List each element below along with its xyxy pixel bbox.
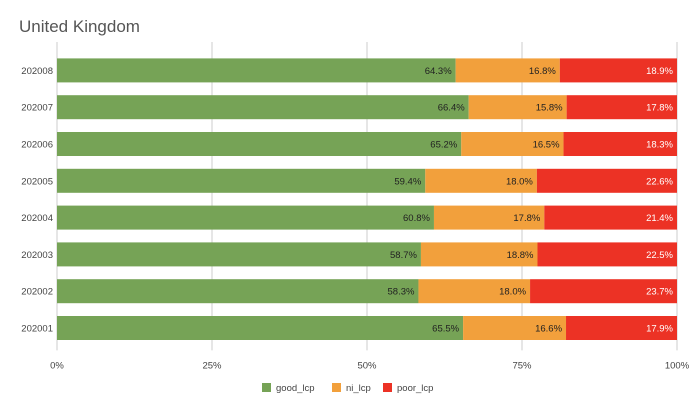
- data-label-poor_lcp: 17.8%: [646, 103, 673, 114]
- legend-label: poor_lcp: [397, 383, 433, 394]
- y-tick-label: 202003: [21, 250, 53, 261]
- data-label-poor_lcp: 21.4%: [646, 213, 673, 224]
- data-label-good_lcp: 64.3%: [425, 66, 452, 77]
- bar-good_lcp-202006[interactable]: [57, 132, 462, 156]
- bar-ni_lcp-202004[interactable]: [433, 205, 545, 230]
- bar-ni_lcp-202006[interactable]: [461, 132, 564, 156]
- bar-poor_lcp-202007[interactable]: [566, 95, 677, 120]
- data-label-ni_lcp: 17.8%: [513, 213, 540, 224]
- bar-ni_lcp-202007[interactable]: [468, 95, 567, 120]
- data-label-good_lcp: 65.5%: [432, 324, 459, 335]
- data-label-ni_lcp: 16.5%: [533, 140, 560, 151]
- legend-swatch: [383, 383, 392, 392]
- legend-swatch: [262, 383, 271, 392]
- bar-poor_lcp-202006[interactable]: [563, 132, 677, 156]
- bar-ni_lcp-202003[interactable]: [420, 242, 538, 267]
- bar-ni_lcp-202001[interactable]: [463, 316, 567, 340]
- data-label-good_lcp: 59.4%: [394, 176, 421, 187]
- bar-ni_lcp-202002[interactable]: [418, 279, 531, 304]
- data-label-poor_lcp: 23.7%: [646, 287, 673, 298]
- data-label-poor_lcp: 17.9%: [646, 324, 673, 335]
- data-label-good_lcp: 58.3%: [388, 287, 415, 298]
- legend-swatch: [332, 383, 341, 392]
- y-tick-label: 202001: [21, 324, 53, 335]
- x-tick-label: 0%: [50, 360, 64, 371]
- legend-item-ni_lcp[interactable]: ni_lcp: [332, 383, 371, 394]
- data-label-poor_lcp: 22.5%: [646, 250, 673, 261]
- bar-good_lcp-202002[interactable]: [57, 279, 419, 304]
- data-label-ni_lcp: 18.8%: [507, 250, 534, 261]
- bar-poor_lcp-202003[interactable]: [537, 242, 678, 267]
- bar-good_lcp-202004[interactable]: [57, 205, 434, 230]
- y-tick-label: 202005: [21, 176, 53, 187]
- y-tick-label: 202004: [21, 213, 53, 224]
- data-label-good_lcp: 60.8%: [403, 213, 430, 224]
- y-tick-label: 202008: [21, 66, 53, 77]
- data-label-ni_lcp: 16.6%: [535, 324, 562, 335]
- bars-layer: 64.3% 16.8% 18.9% 66.4% 15.8% 17.8% 65.2% 16.5%…: [57, 58, 677, 340]
- legend-item-poor_lcp[interactable]: poor_lcp: [383, 383, 433, 394]
- x-axis-labels: 0% 25% 50% 75% 100%: [50, 360, 690, 371]
- bar-poor_lcp-202004[interactable]: [544, 205, 677, 230]
- bar-good_lcp-202003[interactable]: [57, 242, 421, 267]
- data-label-poor_lcp: 18.3%: [646, 140, 673, 151]
- x-tick-label: 25%: [202, 360, 222, 371]
- data-label-ni_lcp: 18.0%: [499, 287, 526, 298]
- bar-ni_lcp-202005[interactable]: [425, 168, 537, 193]
- bar-poor_lcp-202005[interactable]: [536, 168, 677, 193]
- data-label-poor_lcp: 22.6%: [646, 176, 673, 187]
- bar-poor_lcp-202002[interactable]: [530, 279, 677, 304]
- x-tick-label: 100%: [665, 360, 690, 371]
- data-label-ni_lcp: 18.0%: [506, 176, 533, 187]
- x-tick-label: 75%: [512, 360, 532, 371]
- legend[interactable]: good_lcp ni_lcp poor_lcp: [262, 383, 433, 394]
- y-tick-label: 202007: [21, 103, 53, 114]
- data-label-poor_lcp: 18.9%: [646, 66, 673, 77]
- bar-poor_lcp-202001[interactable]: [566, 316, 677, 340]
- x-tick-label: 50%: [357, 360, 377, 371]
- legend-item-good_lcp[interactable]: good_lcp: [262, 383, 315, 394]
- grid-layer: [56, 42, 678, 351]
- data-label-good_lcp: 66.4%: [438, 103, 465, 114]
- y-tick-label: 202006: [21, 140, 53, 151]
- bar-poor_lcp-202008[interactable]: [559, 58, 677, 83]
- y-axis-labels: 202008 202007 202006 202005 202004 202003 2020…: [21, 66, 53, 335]
- data-label-good_lcp: 65.2%: [430, 140, 457, 151]
- data-label-ni_lcp: 16.8%: [529, 66, 556, 77]
- bar-good_lcp-202008[interactable]: [57, 58, 456, 83]
- bar-good_lcp-202005[interactable]: [57, 168, 426, 193]
- data-label-ni_lcp: 15.8%: [536, 103, 563, 114]
- y-tick-label: 202002: [21, 287, 53, 298]
- legend-label: ni_lcp: [346, 383, 371, 394]
- bar-ni_lcp-202008[interactable]: [455, 58, 560, 83]
- data-label-good_lcp: 58.7%: [390, 250, 417, 261]
- legend-label: good_lcp: [276, 383, 315, 394]
- bar-good_lcp-202001[interactable]: [57, 316, 464, 340]
- bar-good_lcp-202007[interactable]: [57, 95, 469, 120]
- chart-title: United Kingdom: [19, 17, 140, 36]
